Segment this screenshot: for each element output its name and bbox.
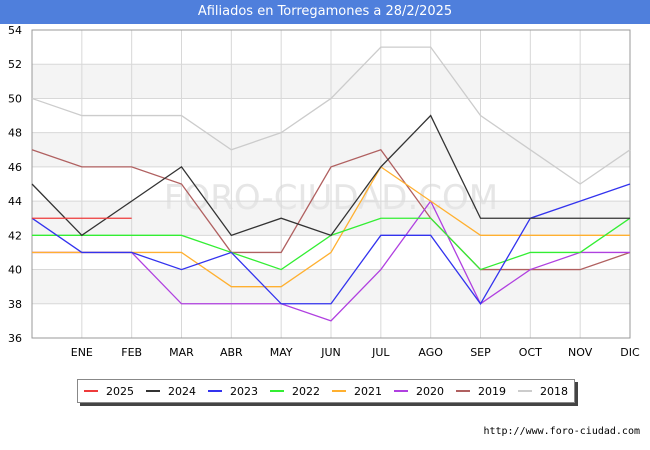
legend-swatch [518, 390, 532, 392]
y-tick-label: 50 [8, 92, 22, 105]
x-tick-label: OCT [519, 346, 542, 359]
legend-swatch [270, 390, 284, 392]
legend-item-2024: 2024 [146, 385, 196, 398]
legend-item-2019: 2019 [456, 385, 506, 398]
series-line-2024 [31, 114, 630, 237]
legend-label: 2019 [478, 384, 506, 398]
y-tick-label: 36 [8, 332, 22, 345]
source-url: http://www.foro-ciudad.com [483, 426, 640, 437]
legend-swatch [332, 390, 346, 392]
chart-title: Afiliados en Torregamones a 28/2/2025 [0, 0, 650, 24]
legend-item-2020: 2020 [394, 385, 444, 398]
y-tick-label: 40 [8, 264, 22, 277]
legend-label: 2023 [230, 384, 258, 398]
x-tick-label: JUL [371, 346, 390, 359]
legend-label: 2022 [292, 384, 320, 398]
x-tick-label: ABR [220, 346, 243, 359]
legend-label: 2018 [540, 384, 568, 398]
y-tick-label: 44 [8, 195, 22, 208]
legend-label: 2021 [354, 384, 382, 398]
y-tick-label: 38 [8, 298, 22, 311]
legend-item-2025: 2025 [84, 385, 134, 398]
x-tick-label: ENE [71, 346, 93, 359]
legend-swatch [208, 390, 222, 392]
y-tick-label: 46 [8, 161, 22, 174]
legend-swatch [456, 390, 470, 392]
legend-item-2023: 2023 [208, 385, 258, 398]
x-tick-label: FEB [121, 346, 142, 359]
legend-label: 2020 [416, 384, 444, 398]
series-line-2018 [31, 46, 631, 185]
y-tick-label: 48 [8, 127, 22, 140]
legend-swatch [84, 390, 98, 392]
legend-swatch [394, 390, 408, 392]
legend-item-2021: 2021 [332, 385, 382, 398]
legend-item-2022: 2022 [270, 385, 320, 398]
x-tick-label: JUN [320, 346, 341, 359]
x-tick-label: MAY [270, 346, 293, 359]
x-tick-label: SEP [470, 346, 491, 359]
legend-item-2018: 2018 [518, 385, 568, 398]
legend-label: 2024 [168, 384, 196, 398]
legend-label: 2025 [106, 384, 134, 398]
legend-swatch [146, 390, 160, 392]
x-tick-label: MAR [169, 346, 194, 359]
y-tick-label: 54 [8, 24, 22, 37]
y-tick-label: 52 [8, 58, 22, 71]
x-tick-label: NOV [568, 346, 593, 359]
chart-legend: 2025 2024 2023 2022 2021 2020 2019 2018 [77, 379, 575, 403]
x-tick-label: DIC [620, 346, 640, 359]
x-tick-label: AGO [418, 346, 443, 359]
y-tick-label: 42 [8, 229, 22, 242]
